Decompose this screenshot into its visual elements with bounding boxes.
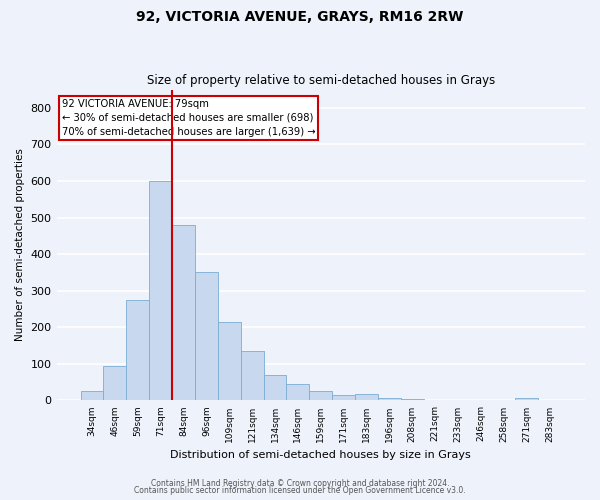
Text: 92, VICTORIA AVENUE, GRAYS, RM16 2RW: 92, VICTORIA AVENUE, GRAYS, RM16 2RW — [136, 10, 464, 24]
Bar — [263, 375, 286, 400]
Text: 92 VICTORIA AVENUE: 79sqm
← 30% of semi-detached houses are smaller (698)
70% of: 92 VICTORIA AVENUE: 79sqm ← 30% of semi-… — [62, 99, 316, 137]
Bar — [310, 392, 332, 400]
Bar — [172, 225, 195, 400]
Bar — [355, 394, 378, 400]
Bar — [332, 395, 355, 400]
X-axis label: Distribution of semi-detached houses by size in Grays: Distribution of semi-detached houses by … — [170, 450, 471, 460]
Bar — [401, 398, 424, 400]
Bar — [515, 398, 538, 400]
Bar — [149, 181, 172, 400]
Bar — [195, 272, 218, 400]
Bar — [103, 366, 127, 400]
Text: Contains public sector information licensed under the Open Government Licence v3: Contains public sector information licen… — [134, 486, 466, 495]
Bar — [241, 351, 263, 401]
Title: Size of property relative to semi-detached houses in Grays: Size of property relative to semi-detach… — [146, 74, 495, 87]
Bar — [286, 384, 310, 400]
Bar — [218, 322, 241, 400]
Bar — [80, 392, 103, 400]
Y-axis label: Number of semi-detached properties: Number of semi-detached properties — [15, 148, 25, 342]
Bar — [127, 300, 149, 400]
Bar — [378, 398, 401, 400]
Text: Contains HM Land Registry data © Crown copyright and database right 2024.: Contains HM Land Registry data © Crown c… — [151, 478, 449, 488]
